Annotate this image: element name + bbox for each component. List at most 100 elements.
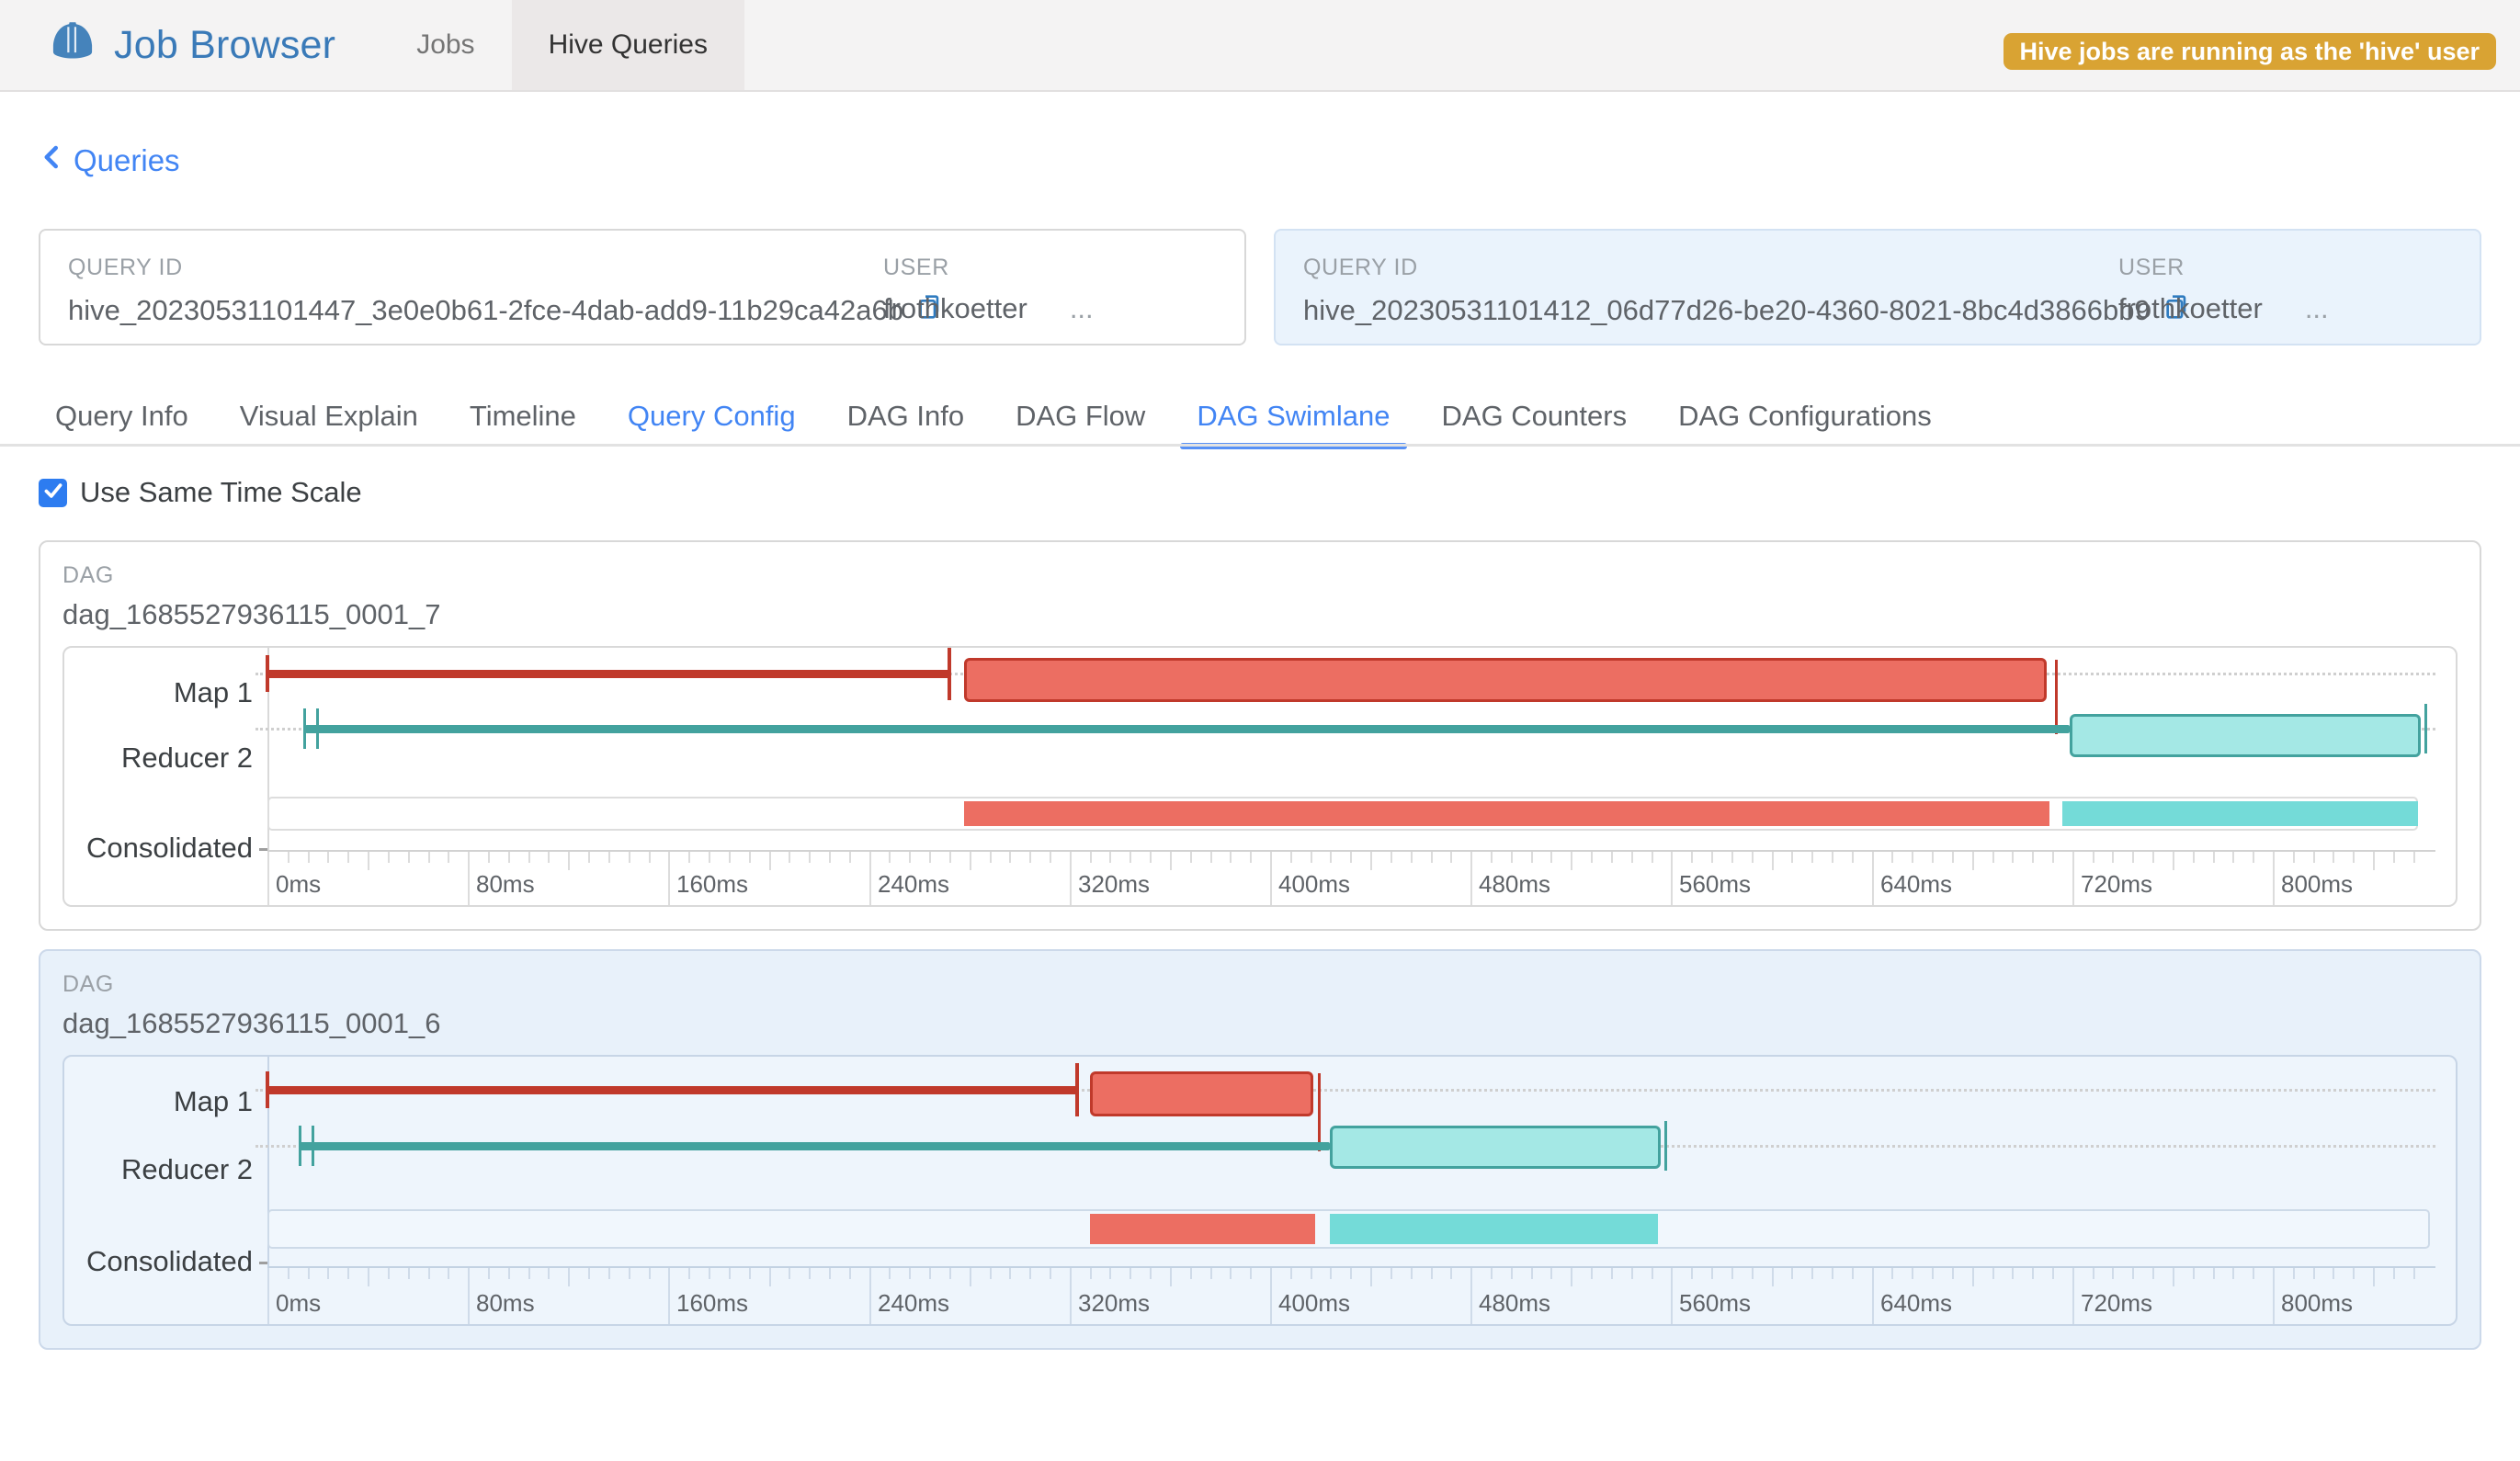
axis-minor-tick <box>1230 850 1232 863</box>
axis-minor-tick <box>1391 1266 1392 1279</box>
axis-minor-tick <box>1450 850 1452 863</box>
axis-minor-tick <box>1150 850 1152 863</box>
more-ellipsis[interactable]: ... <box>1069 292 1094 324</box>
tab-dag-counters[interactable]: DAG Counters <box>1441 400 1628 432</box>
header-tab-jobs[interactable]: Jobs <box>416 29 475 60</box>
consolidated-red-bar[interactable] <box>1090 1214 1315 1244</box>
axis-minor-tick <box>1311 1266 1312 1279</box>
axis-minor-tick <box>2213 850 2215 863</box>
red-task-bar[interactable] <box>964 658 2047 702</box>
axis-minor-tick <box>1230 1266 1232 1279</box>
consolidated-teal-bar[interactable] <box>2062 801 2418 826</box>
more-ellipsis[interactable]: ... <box>2304 292 2329 324</box>
axis-minor-tick <box>1852 850 1854 863</box>
task-end-tick <box>2424 704 2427 753</box>
axis-major-gridline <box>468 850 470 905</box>
axis-minor-tick <box>1731 850 1733 863</box>
teal-task-bar[interactable] <box>1330 1126 1661 1169</box>
axis-major-gridline <box>1270 850 1272 905</box>
tab-dag-info[interactable]: DAG Info <box>846 400 965 432</box>
axis-minor-tick <box>2052 1266 2054 1279</box>
axis-minor-tick <box>970 1266 971 1286</box>
red-task-bar[interactable] <box>1090 1071 1313 1116</box>
axis-tick-label: 800ms <box>2281 870 2354 898</box>
axis-major-gridline <box>267 1266 269 1324</box>
axis-minor-tick <box>1109 850 1111 863</box>
axis-minor-tick <box>448 1266 449 1279</box>
axis-minor-tick <box>889 1266 891 1279</box>
axis-minor-tick <box>1210 850 1212 863</box>
query-card-2[interactable]: QUERY ID hive_20230531101412_06d77d26-be… <box>1274 229 2481 345</box>
tab-dag-swimlane[interactable]: DAG Swimlane <box>1180 386 1407 449</box>
back-to-queries-link[interactable]: Queries <box>39 143 180 178</box>
row-leader-dash <box>259 1262 267 1264</box>
axis-minor-tick <box>729 850 731 863</box>
axis-minor-tick <box>2373 850 2375 870</box>
tab-query-config[interactable]: Query Config <box>627 400 796 432</box>
query-card-1[interactable]: QUERY ID hive_20230531101447_3e0e0b61-2f… <box>39 229 1246 345</box>
axis-major-gridline <box>1671 1266 1673 1324</box>
axis-minor-tick <box>789 850 790 863</box>
tab-timeline[interactable]: Timeline <box>469 400 576 432</box>
axis-minor-tick <box>709 850 710 863</box>
axis-minor-tick <box>949 850 951 863</box>
axis-minor-tick <box>1511 850 1513 863</box>
axis-minor-tick <box>909 850 911 863</box>
axis-minor-tick <box>2253 1266 2254 1279</box>
tab-dag-configurations[interactable]: DAG Configurations <box>1678 400 1932 432</box>
axis-minor-tick <box>1571 850 1572 870</box>
header-tab-hive-queries[interactable]: Hive Queries <box>511 0 744 90</box>
axis-minor-tick <box>2353 850 2355 863</box>
axis-minor-tick <box>2132 850 2134 863</box>
time-scale-control: Use Same Time Scale <box>39 476 2481 509</box>
axis-minor-tick <box>1912 1266 1913 1279</box>
consolidated-red-bar[interactable] <box>964 801 2049 826</box>
app-brand[interactable]: Job Browser <box>0 0 335 90</box>
axis-minor-tick <box>1932 1266 1934 1279</box>
copy-icon[interactable] <box>2162 292 2191 329</box>
axis-minor-tick <box>1811 1266 1813 1279</box>
axis-minor-tick <box>1350 1266 1352 1279</box>
axis-minor-tick <box>1029 1266 1031 1279</box>
tab-visual-explain[interactable]: Visual Explain <box>239 400 418 432</box>
tab-dag-flow[interactable]: DAG Flow <box>1016 400 1146 432</box>
axis-tick-label: 560ms <box>1679 870 1752 898</box>
axis-minor-tick <box>1350 850 1352 863</box>
axis-major-gridline <box>2072 1266 2074 1324</box>
axis-minor-tick <box>2032 1266 2034 1279</box>
axis-minor-tick <box>2032 850 2034 863</box>
axis-tick-label: 400ms <box>1278 870 1351 898</box>
axis-minor-tick <box>1491 850 1493 863</box>
axis-minor-tick <box>990 1266 992 1279</box>
axis-minor-tick <box>1370 1266 1372 1286</box>
axis-minor-tick <box>1772 1266 1774 1286</box>
axis-minor-tick <box>1411 850 1413 863</box>
axis-minor-tick <box>1992 850 1994 863</box>
axis-minor-tick <box>2373 1266 2375 1286</box>
swimlane-canvas: Map 1 Reducer 2 Consolidated 0ms 80ms 160ms 24… <box>64 1057 2456 1324</box>
query-id-value: hive_20230531101447_3e0e0b61-2fce-4dab-a… <box>68 294 904 326</box>
axis-minor-tick <box>1912 850 1913 863</box>
axis-minor-tick <box>1330 850 1332 863</box>
use-same-time-scale-checkbox[interactable] <box>39 478 67 507</box>
teal-task-bar[interactable] <box>2070 714 2421 757</box>
dag-label: DAG <box>62 562 114 588</box>
copy-icon[interactable] <box>914 292 944 329</box>
axis-minor-tick <box>1431 1266 1433 1279</box>
row-label: Consolidated <box>86 1245 253 1277</box>
axis-minor-tick <box>749 850 751 863</box>
axis-tick-label: 0ms <box>276 870 322 898</box>
tab-query-info[interactable]: Query Info <box>55 400 188 432</box>
axis-minor-tick <box>849 1266 851 1279</box>
axis-minor-tick <box>769 850 771 870</box>
axis-minor-tick <box>1531 850 1533 863</box>
consolidated-teal-bar[interactable] <box>1330 1214 1658 1244</box>
row-label: Reducer 2 <box>120 742 253 774</box>
axis-major-gridline <box>668 1266 670 1324</box>
axis-minor-tick <box>1591 850 1593 863</box>
axis-minor-tick <box>1250 850 1252 863</box>
axis-minor-tick <box>588 1266 590 1279</box>
axis-minor-tick <box>729 1266 731 1279</box>
axis-minor-tick <box>1952 1266 1954 1279</box>
axis-minor-tick <box>288 1266 289 1279</box>
